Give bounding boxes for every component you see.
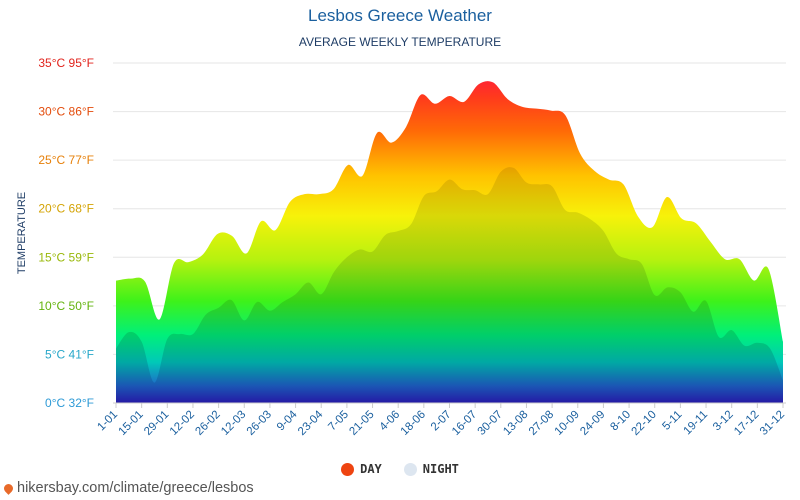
x-tick-label: 22-10: [630, 409, 659, 438]
temperature-areas: [116, 81, 783, 403]
y-tick-label: 15°C 59°F: [38, 250, 94, 264]
x-tick-label: 19-11: [681, 409, 710, 438]
x-tick-label: 16-07: [450, 409, 479, 438]
x-tick-label: 26-03: [245, 409, 274, 438]
x-tick-label: 29-01: [142, 409, 171, 438]
x-tick-label: 15-01: [116, 409, 145, 438]
x-tick-label: 18-06: [399, 409, 428, 438]
x-tick-label: 27-08: [527, 409, 556, 438]
day-dot-icon: [341, 462, 355, 476]
night-dot-icon: [403, 462, 417, 476]
x-tick-label: 12-03: [219, 409, 248, 438]
y-tick-label: 10°C 50°F: [38, 299, 94, 313]
x-tick-label: 24-09: [578, 409, 607, 438]
y-tick-label: 30°C 86°F: [38, 105, 94, 119]
x-tick-label: 13-08: [501, 409, 530, 438]
x-tick-label: 12-02: [168, 409, 197, 438]
x-tick-label: 21-05: [347, 409, 376, 438]
x-tick-label: 31-12: [758, 409, 787, 438]
night-temperature-area[interactable]: [116, 167, 783, 403]
y-axis-ticks: 0°C 32°F 5°C 41°F 10°C 50°F 15°C 59°F 20°C 6…: [38, 56, 94, 410]
weather-chart: 0°C 32°F 5°C 41°F 10°C 50°F 15°C 59°F 20°C 6…: [16, 56, 787, 438]
x-tick-label: 26-02: [193, 409, 222, 438]
source-text: hikersbay.com/climate/greece/lesbos: [17, 480, 254, 496]
legend-night[interactable]: NIGHT: [403, 462, 459, 476]
source-link[interactable]: hikersbay.com/climate/greece/lesbos: [2, 480, 254, 496]
chart-title: Lesbos Greece Weather: [308, 6, 492, 25]
location-pin-icon: [2, 481, 15, 495]
legend: DAY NIGHT: [0, 462, 800, 476]
y-tick-label: 20°C 68°F: [38, 202, 94, 216]
x-tick-label: 23-04: [296, 408, 326, 438]
y-tick-label: 35°C 95°F: [38, 56, 94, 70]
y-tick-label: 25°C 77°F: [38, 153, 94, 167]
y-tick-label: 0°C 32°F: [45, 396, 94, 410]
y-tick-label: 5°C 41°F: [45, 347, 94, 361]
x-tick-label: 17-12: [732, 409, 761, 438]
legend-day[interactable]: DAY: [341, 462, 382, 476]
x-tick-label: 30-07: [476, 409, 505, 438]
legend-night-label: NIGHT: [422, 462, 459, 476]
x-tick-label: 10-09: [553, 409, 582, 438]
y-axis-label: TEMPERATURE: [16, 192, 28, 274]
legend-day-label: DAY: [360, 462, 382, 476]
chart-subtitle: AVERAGE WEEKLY TEMPERATURE: [298, 35, 502, 49]
